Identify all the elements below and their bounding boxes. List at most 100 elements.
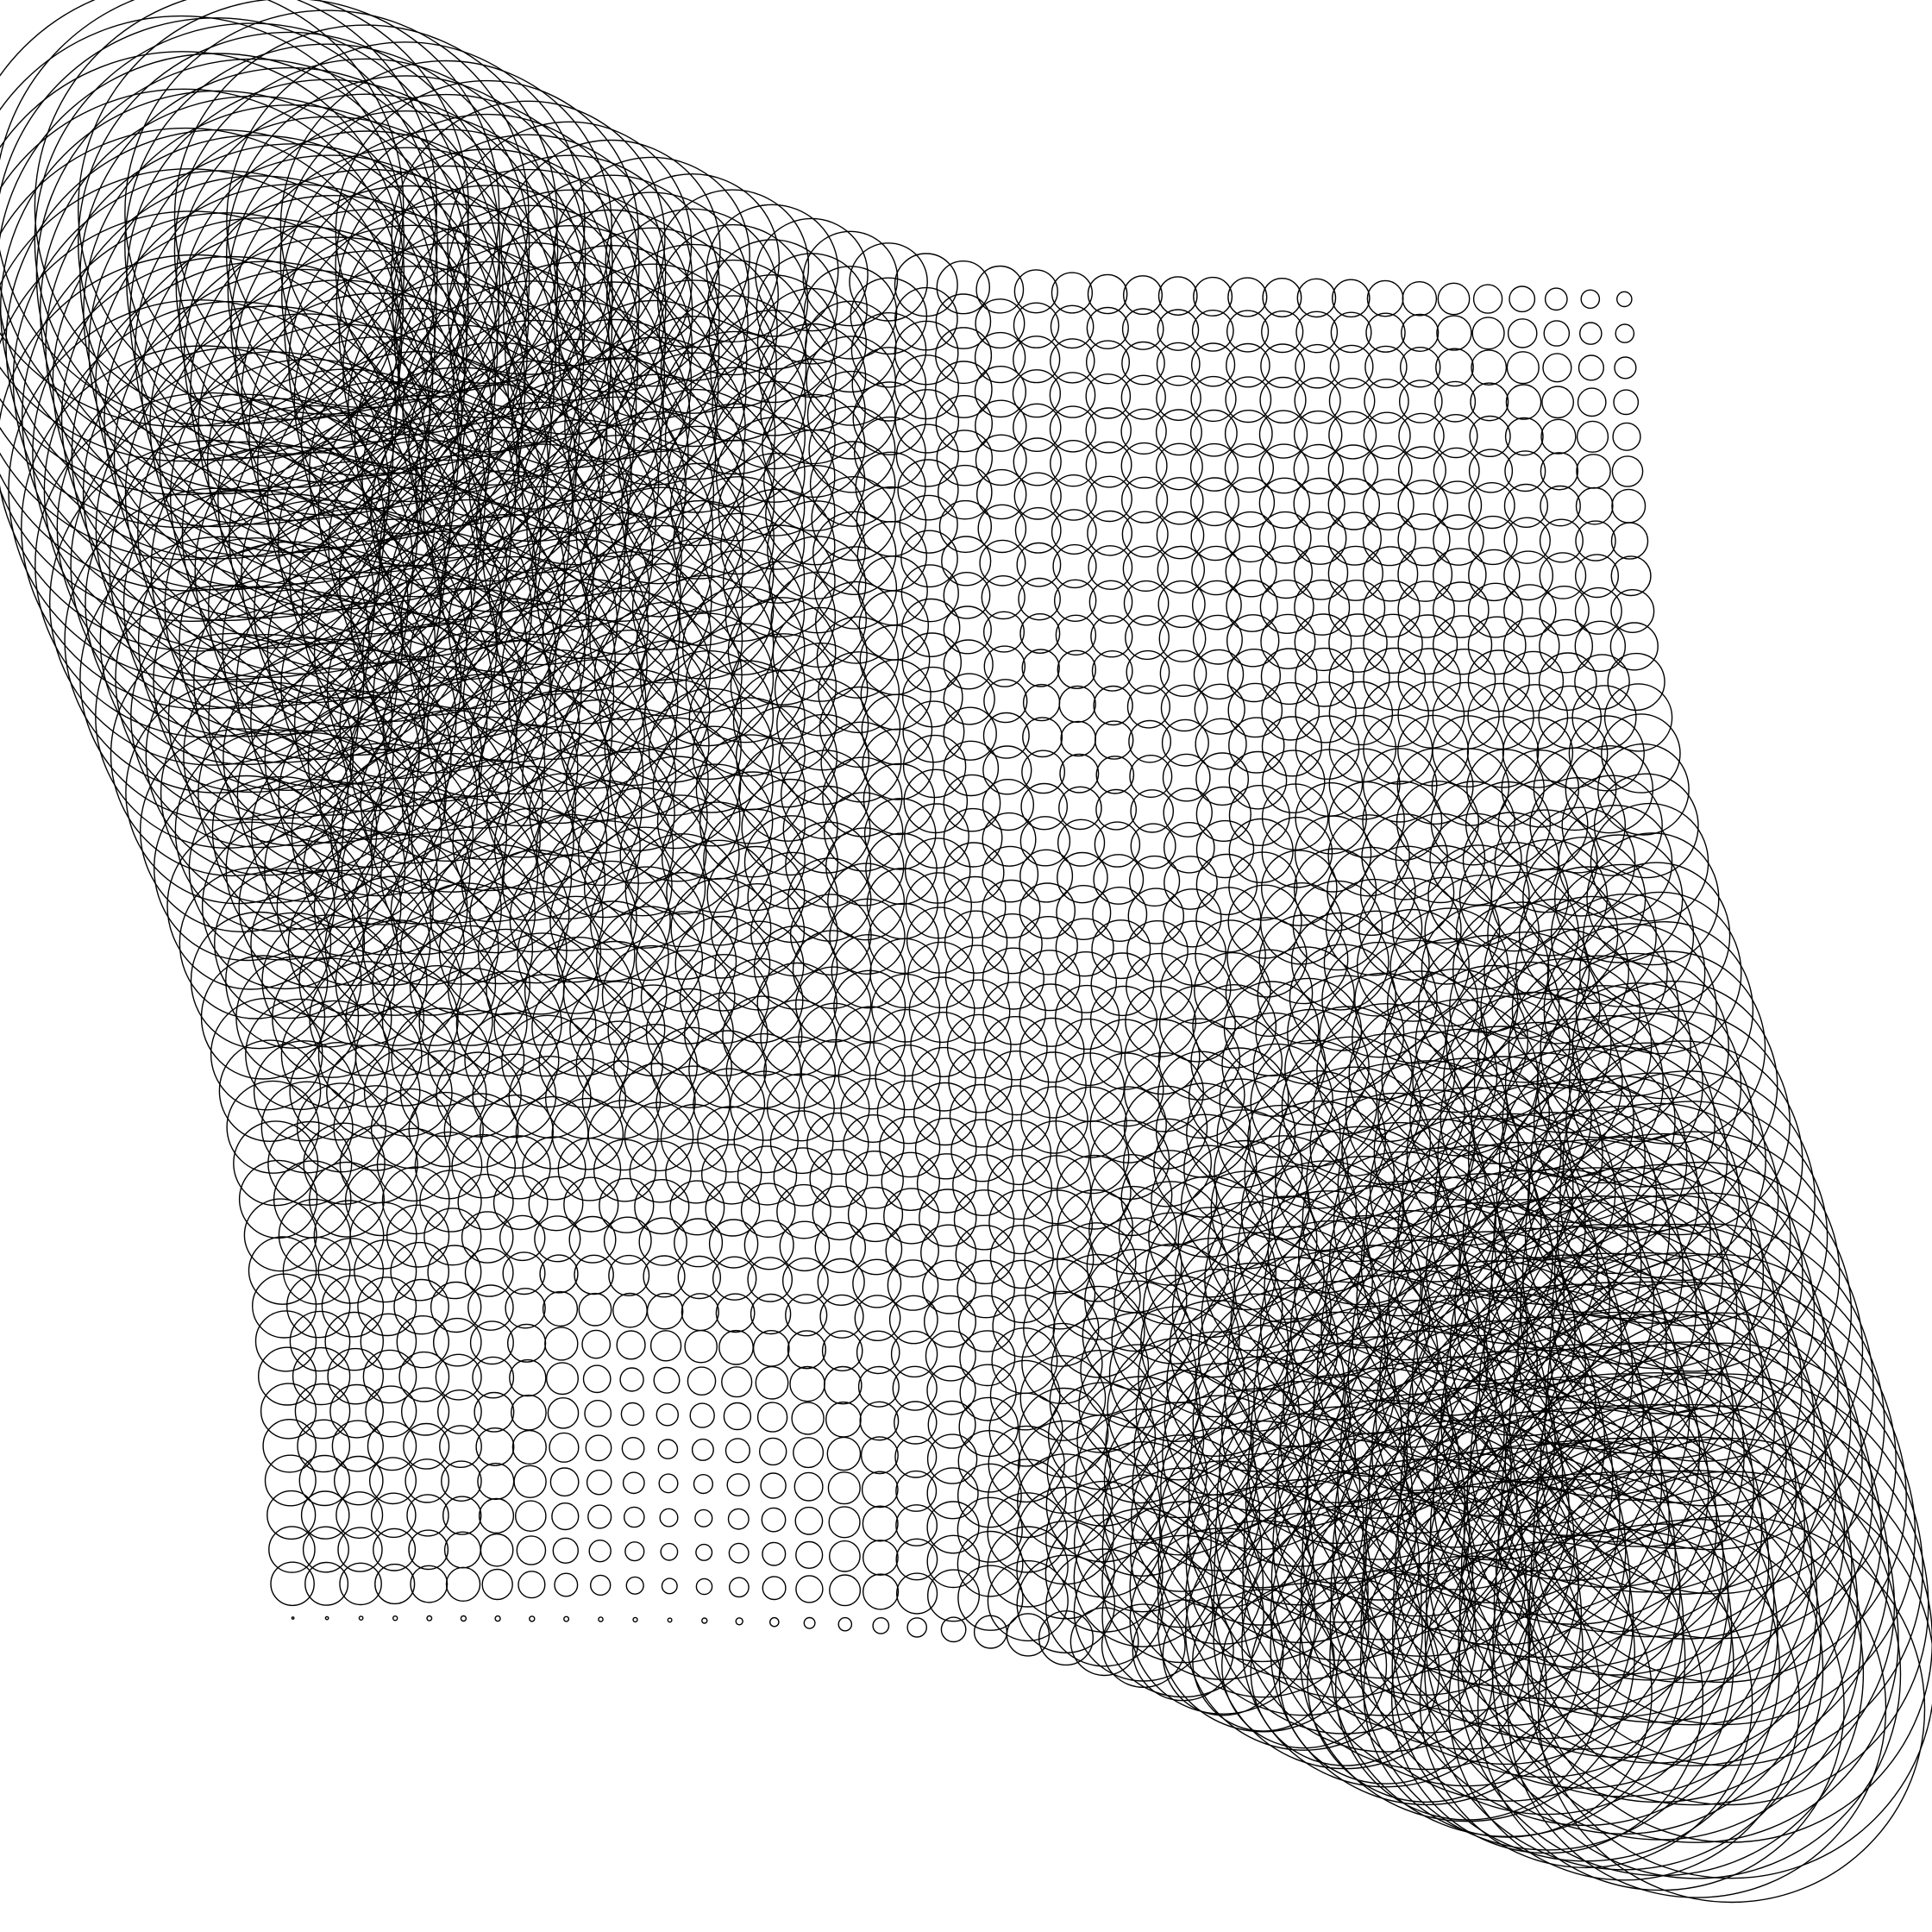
circle [1228, 785, 1290, 847]
circle [1157, 1051, 1245, 1139]
circle [1057, 1189, 1134, 1266]
circle [373, 1527, 417, 1571]
circle [816, 616, 899, 699]
circle [1504, 450, 1546, 492]
circle [515, 659, 678, 822]
circle [1362, 479, 1414, 530]
circle [326, 576, 552, 802]
circle [1470, 382, 1509, 422]
circle [505, 1288, 546, 1329]
circle [762, 1576, 787, 1601]
circle [794, 1506, 824, 1535]
circle [1503, 550, 1554, 601]
circle [667, 1617, 673, 1623]
circle [569, 981, 666, 1077]
circle [403, 1422, 450, 1470]
circle [935, 293, 992, 349]
circle [321, 1275, 385, 1338]
circle [1092, 886, 1148, 942]
circle [442, 1496, 482, 1535]
circle [727, 1508, 750, 1530]
circle [822, 756, 903, 837]
circle [1261, 716, 1323, 777]
circle [1323, 910, 1430, 1017]
circle [1261, 750, 1326, 814]
circle [254, 1310, 317, 1372]
circle [492, 1175, 549, 1231]
circle [831, 933, 906, 1009]
circle [1107, 1337, 1250, 1481]
circle [1334, 1555, 1601, 1821]
circle [1019, 849, 1074, 903]
circle [1468, 515, 1518, 566]
circle [697, 1106, 764, 1173]
circle [895, 1504, 938, 1546]
circle [590, 1574, 612, 1596]
circle [913, 1082, 977, 1146]
circle [872, 1617, 890, 1634]
circle [1406, 1056, 1603, 1253]
circle [741, 778, 838, 876]
circle [1123, 580, 1170, 626]
circle [1332, 279, 1371, 318]
circle [1502, 618, 1560, 674]
circle [1162, 753, 1211, 802]
circle [632, 1616, 638, 1623]
circle [1546, 1223, 1874, 1551]
circle [208, 594, 457, 844]
circle [272, 957, 392, 1078]
circle [1558, 805, 1673, 920]
circle [1190, 477, 1239, 527]
circle [1539, 518, 1584, 563]
circle [813, 546, 898, 630]
circle [593, 1138, 657, 1202]
circle [401, 716, 577, 892]
circle [164, 452, 473, 761]
circle [1495, 1372, 1890, 1766]
circle [313, 1200, 385, 1271]
circle [1333, 1118, 1542, 1327]
circle [568, 1215, 617, 1264]
circle [1293, 477, 1346, 530]
circle [983, 679, 1028, 724]
circle [335, 113, 640, 419]
circle [982, 982, 1046, 1045]
circle [723, 1402, 752, 1431]
circle [943, 673, 995, 725]
circle [803, 1076, 870, 1143]
circle [631, 537, 775, 680]
circle [21, 212, 431, 622]
circle [1224, 443, 1274, 493]
circle [1327, 545, 1383, 601]
circle [423, 1208, 482, 1266]
circle [317, 1003, 423, 1107]
circle [950, 1119, 1014, 1182]
circle [824, 792, 904, 872]
circle [0, 51, 405, 496]
circle [712, 345, 837, 470]
circle [1328, 411, 1377, 460]
circle [419, 1170, 482, 1233]
circle [835, 1006, 906, 1076]
circle [806, 370, 896, 460]
circle [1471, 349, 1508, 386]
circle [1120, 1150, 1218, 1247]
circle [1575, 920, 1754, 1100]
circle [649, 1330, 682, 1362]
circle [1085, 340, 1130, 385]
circle [599, 640, 743, 783]
circle [634, 1178, 690, 1235]
circle [871, 973, 941, 1043]
circle [1540, 452, 1579, 491]
circle [358, 1615, 364, 1622]
circle [827, 862, 906, 941]
circle [1270, 1126, 1451, 1306]
circle [438, 886, 568, 1015]
circle [1259, 580, 1314, 635]
circle [1433, 514, 1484, 566]
circle [941, 536, 992, 586]
circle [957, 1259, 1015, 1319]
circle [1054, 984, 1120, 1051]
circle [499, 1214, 546, 1262]
circle [571, 748, 708, 884]
